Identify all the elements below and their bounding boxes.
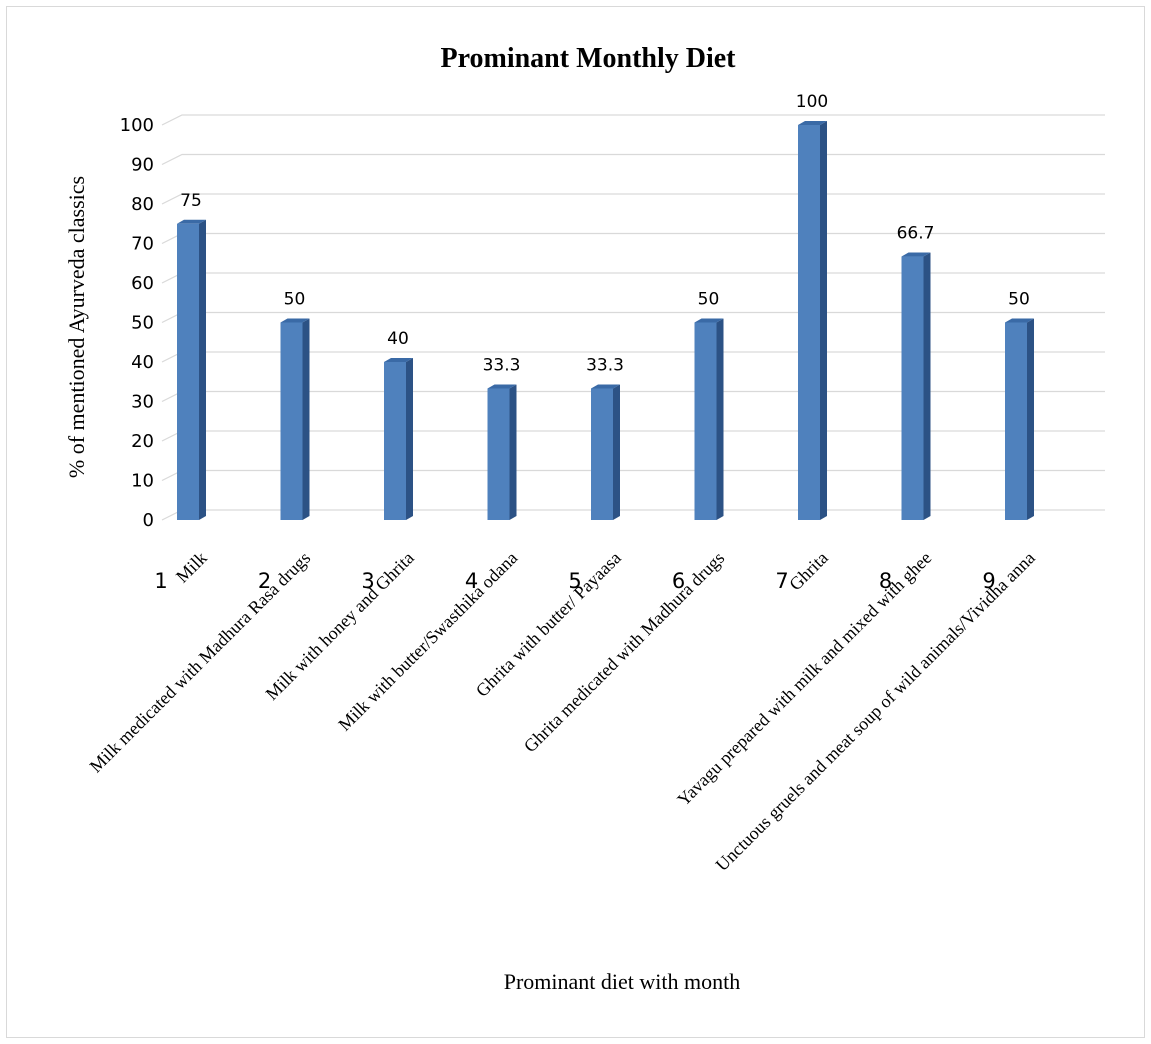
bar-top	[694, 318, 724, 323]
y-tick-label: 50	[131, 313, 154, 334]
gridline	[161, 193, 1105, 205]
bar-side	[509, 384, 517, 520]
bar	[1005, 318, 1034, 520]
bar-top	[798, 121, 827, 125]
bar-front	[1005, 322, 1027, 520]
chart-title: Prominant Monthly Diet	[440, 43, 736, 74]
bar-front	[798, 125, 820, 520]
bar-top	[901, 252, 931, 257]
bar-side	[613, 384, 620, 520]
gridline	[161, 153, 1105, 166]
y-tick-label: 80	[131, 194, 154, 215]
category-number: 4	[465, 569, 478, 593]
y-tick-label: 20	[131, 431, 154, 452]
y-tick-label: 60	[131, 273, 154, 294]
bar	[901, 252, 931, 520]
bar-front	[694, 322, 717, 520]
y-axis-ticks: 0 10 20 30 40 50 60 70 80 90 100	[120, 115, 154, 531]
x-axis-title: Prominant diet with month	[504, 969, 741, 994]
gridline	[161, 232, 1105, 245]
data-label: 33.3	[586, 355, 624, 375]
category-number: 5	[568, 569, 581, 593]
bar-side	[302, 318, 310, 520]
y-tick-label: 0	[143, 510, 154, 531]
bar	[487, 384, 517, 520]
gridline	[161, 114, 1105, 126]
gridline	[161, 272, 1105, 284]
bar	[384, 358, 413, 520]
bar-side	[1027, 318, 1034, 520]
chart-frame: Prominant Monthly Diet 0 10 20 30 40 50 60 70 80…	[6, 6, 1145, 1038]
bar	[694, 318, 724, 520]
bar-top	[177, 219, 206, 224]
y-axis-title: % of mentioned Ayurveda classics	[64, 176, 89, 478]
bar-top	[1005, 318, 1034, 323]
bar-front	[591, 388, 613, 520]
data-label: 75	[180, 191, 202, 211]
y-tick-label: 40	[131, 352, 154, 373]
y-tick-label: 10	[131, 471, 154, 492]
data-label: 33.3	[483, 355, 521, 375]
data-label: 40	[387, 329, 409, 349]
bar-chart: Prominant Monthly Diet 01020304050607080…	[64, 43, 1105, 994]
bars	[177, 121, 1034, 520]
data-label: 50	[284, 290, 306, 310]
category-label: Milk medicated with Madhura Rasa drugs	[86, 548, 315, 777]
bar	[280, 318, 310, 520]
bar-side	[716, 318, 724, 520]
bar-side	[923, 252, 931, 520]
bar-front	[280, 322, 303, 520]
bar	[798, 121, 827, 520]
bar-front	[901, 256, 924, 520]
y-tick-label: 100	[120, 115, 154, 136]
data-labels: 75 50 40 33.3 33.3 50 100 66.7 50	[180, 92, 1030, 375]
bar-top	[591, 384, 620, 389]
y-tick-label: 30	[131, 392, 154, 413]
category-number: 7	[775, 569, 788, 593]
bar-side	[199, 219, 206, 520]
y-tick-label: 70	[131, 234, 154, 255]
bar	[177, 219, 206, 520]
data-label: 100	[796, 92, 828, 112]
data-label: 50	[1008, 290, 1030, 310]
category-label: Ghrita	[785, 548, 832, 595]
category-number: 8	[879, 569, 892, 593]
bar-front	[177, 223, 199, 520]
data-label: 50	[698, 290, 720, 310]
category-number: 6	[672, 569, 685, 593]
bar-front	[487, 388, 510, 520]
bar-top	[280, 318, 310, 323]
category-number: 9	[982, 569, 995, 593]
bar	[591, 384, 620, 520]
bar-side	[820, 121, 827, 520]
data-label: 66.7	[897, 224, 935, 244]
category-label: Milk	[172, 548, 211, 587]
bar-top	[384, 358, 413, 362]
category-number: 1	[154, 569, 167, 593]
category-number: 3	[361, 569, 374, 593]
y-tick-label: 90	[131, 155, 154, 176]
bar-top	[487, 384, 517, 389]
bar-front	[384, 362, 406, 520]
category-label: Ghrita medicated with Madhura drugs	[520, 548, 729, 757]
bar-side	[406, 358, 413, 520]
category-number: 2	[258, 569, 271, 593]
